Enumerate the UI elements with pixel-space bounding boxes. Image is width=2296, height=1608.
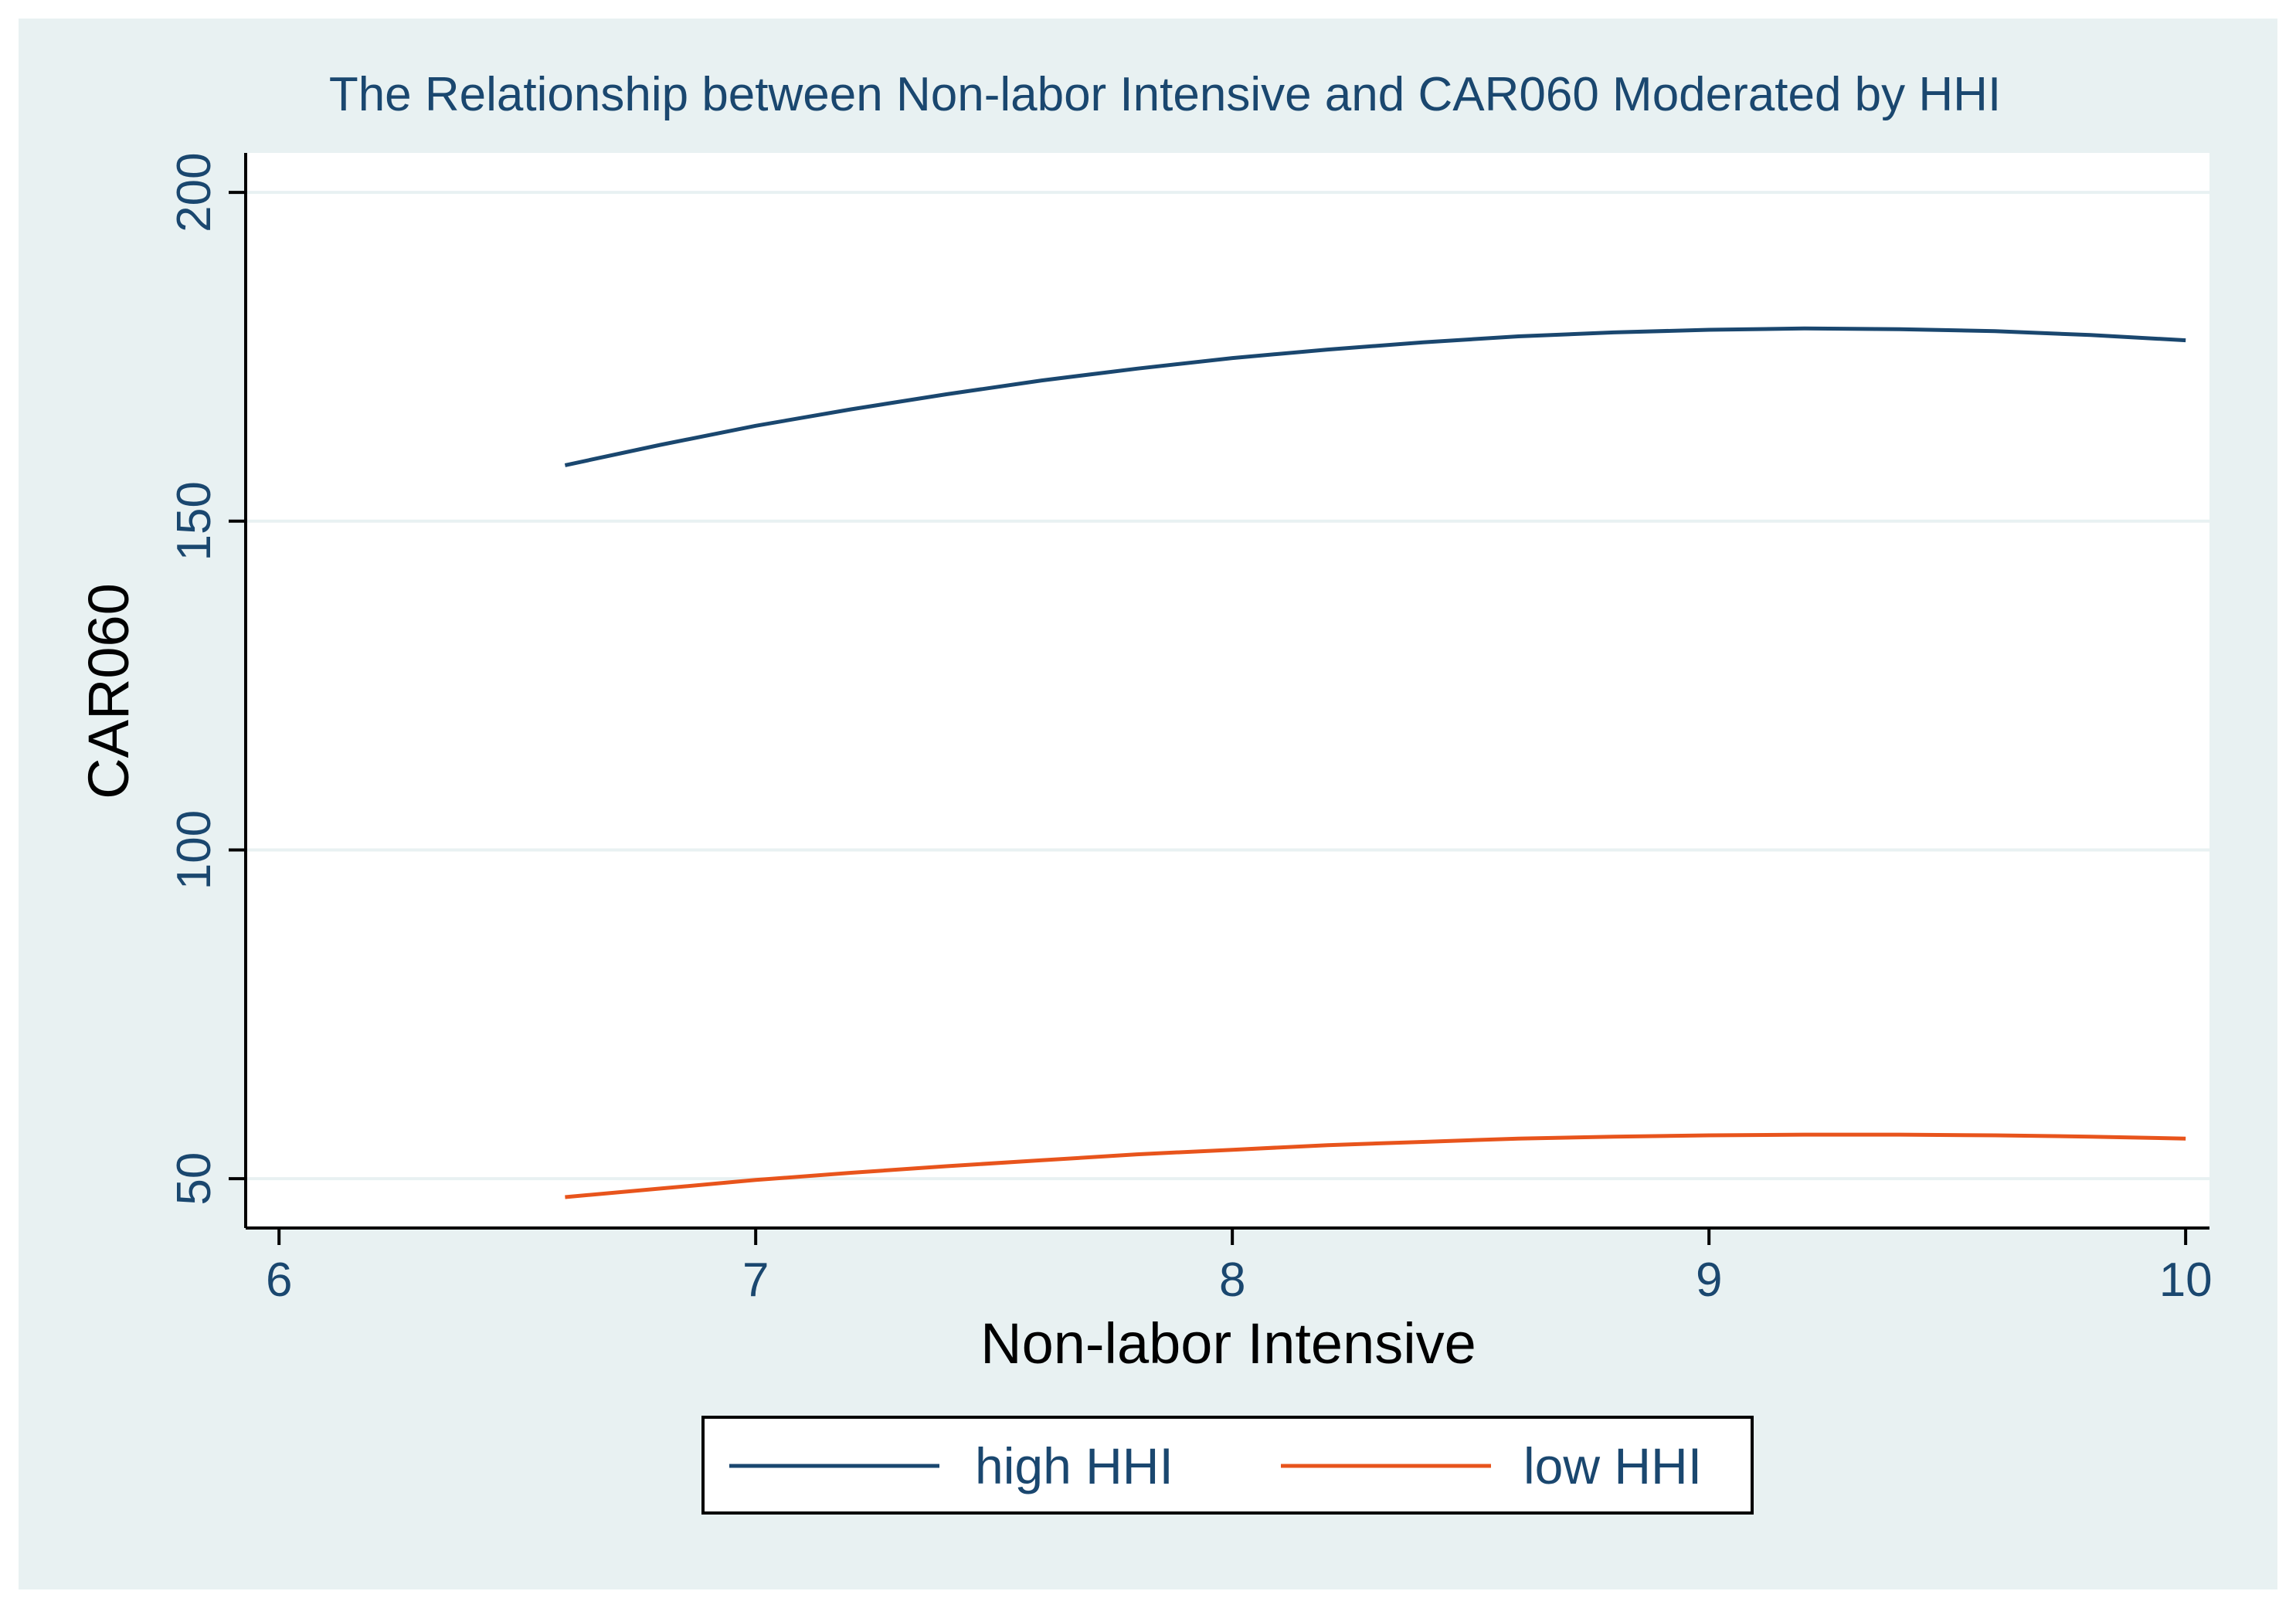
series-lines [564, 326, 2186, 1199]
legend-label-high-hhi: high HHI [975, 1437, 1173, 1494]
chart-title: The Relationship between Non-labor Inten… [329, 68, 2001, 121]
y-tick-label: 50 [168, 1152, 221, 1206]
x-axis-title: Non-labor Intensive [980, 1311, 1476, 1376]
tick-labels: 50 100 150 200 6 7 8 9 10 [168, 152, 2213, 1307]
x-tick-label: 9 [1696, 1253, 1722, 1307]
x-tick-label: 10 [2159, 1253, 2213, 1307]
legend-label-low-hhi: low HHI [1523, 1437, 1702, 1494]
plot-area [246, 153, 2209, 1228]
x-tick-label: 6 [266, 1253, 292, 1307]
y-tick-label: 150 [168, 481, 221, 561]
y-axis-title: CAR060 [76, 583, 141, 799]
series-line-low-hhi [565, 1132, 2186, 1199]
gridlines [246, 191, 2209, 1181]
y-tick-label: 100 [168, 810, 221, 890]
x-tick-label: 7 [742, 1253, 769, 1307]
y-tick-label: 200 [168, 152, 221, 232]
x-tick-label: 8 [1219, 1253, 1245, 1307]
series-line-high-hhi [564, 326, 2186, 467]
axes [229, 153, 2209, 1245]
legend: high HHI low HHI [701, 1416, 1754, 1515]
